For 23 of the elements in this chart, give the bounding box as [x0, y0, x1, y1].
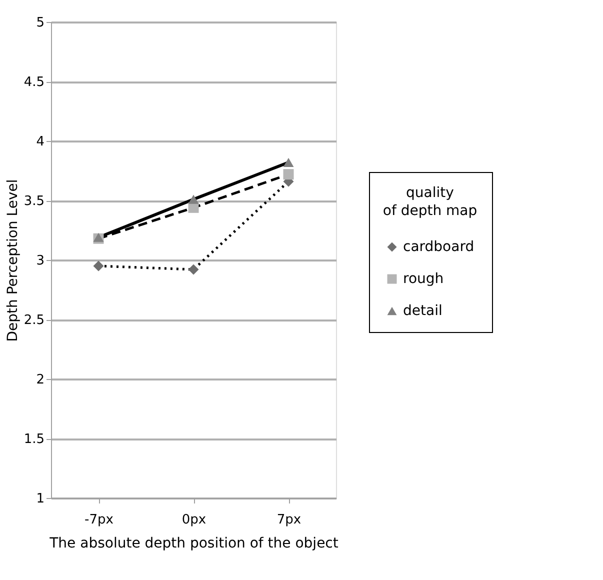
point	[283, 158, 294, 167]
y-tick-label: 3.5	[24, 194, 44, 209]
x-tick-label: -7px	[84, 512, 114, 528]
y-axis-title: Depth Perception Level	[4, 179, 21, 342]
y-tick-label: 1.5	[24, 432, 44, 447]
x-axis-title: The absolute depth position of the object	[48, 536, 339, 552]
y-tick-label: 4	[36, 134, 44, 150]
y-tick-label: 2	[36, 372, 44, 388]
legend-title: quality of depth map	[382, 185, 478, 219]
y-tick-label: 2.5	[24, 313, 44, 328]
legend-label: detail	[403, 303, 442, 319]
y-tick-label: 5	[36, 16, 44, 30]
y-tick-label: 1	[36, 492, 44, 506]
point	[93, 260, 104, 272]
y-tick-label: 3	[36, 254, 44, 268]
legend-label: rough	[403, 271, 444, 287]
legend-label: cardboard	[403, 239, 474, 255]
point	[188, 264, 199, 275]
x-tick-label: 7px	[276, 512, 302, 528]
y-tick-label: 4.5	[24, 75, 44, 90]
point	[188, 194, 199, 204]
x-tick-label: 0px	[182, 512, 206, 528]
point	[283, 169, 294, 180]
